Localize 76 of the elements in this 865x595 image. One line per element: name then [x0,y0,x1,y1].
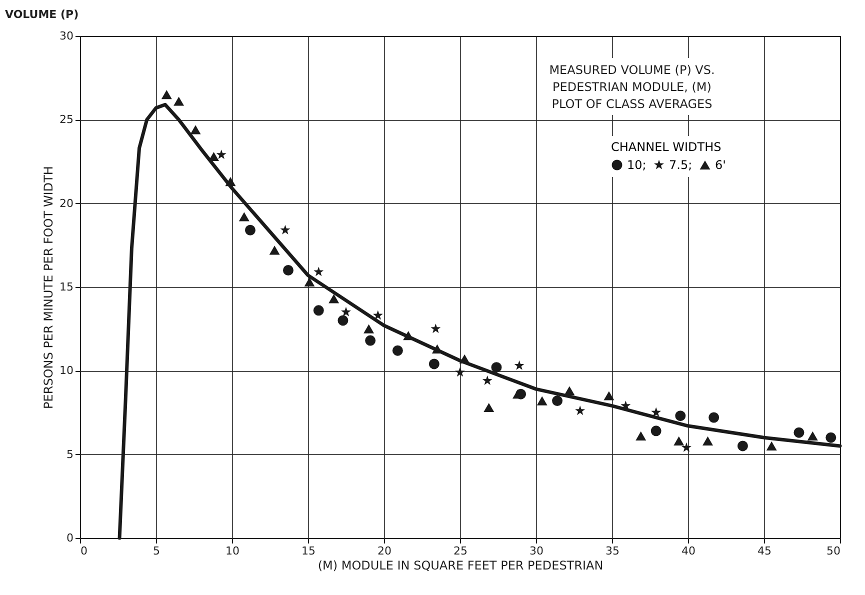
point [190,125,201,134]
x-tick-label: 25 [454,544,468,558]
point [636,431,646,440]
point [313,305,324,316]
point [807,431,818,440]
point [675,410,686,422]
point [314,266,324,276]
y-tick-label: 0 [66,532,74,544]
point [484,402,494,412]
legend-label: 6' [715,158,726,172]
point [269,246,280,255]
point [238,212,250,222]
point [826,432,836,443]
point [604,391,614,400]
point [244,224,256,236]
y-axis-title: PERSONS PER MINUTE PER FOOT WIDTH [42,166,56,409]
point [482,375,492,385]
point [341,306,351,316]
point [650,426,662,436]
point [702,436,714,446]
point [536,396,548,406]
y-tick-label: 10 [60,364,74,378]
point [216,150,226,160]
x-tick-label: 10 [226,544,240,558]
point [392,345,403,356]
point [491,362,502,373]
x-axis-title: (M) MODULE IN SQUARE FEET PER PEDESTRIAN [318,558,604,572]
x-tick-label: 40 [682,544,696,558]
point [459,354,470,364]
point [766,441,777,451]
point [304,277,315,287]
legend-label: 7.5; [669,158,692,172]
x-tick-label: 50 [826,544,840,558]
point [455,367,465,377]
chart-title: VOLUME (P) [5,8,79,21]
y-tick-label: 25 [60,113,74,126]
point [280,224,290,234]
x-tick-label: 5 [153,544,160,558]
point [282,265,294,276]
legend-title: CHANNEL WIDTHS [611,140,722,154]
point [225,177,236,186]
point [681,442,692,452]
legend-label: 10; [627,158,646,172]
y-tick-label: 15 [60,280,74,294]
point [338,315,348,326]
point [428,358,440,370]
point [512,390,524,399]
point [552,396,563,406]
annotation: PLOT OF CLASS AVERAGES [552,97,712,111]
annotation: PEDESTRIAN MODULE, (M) [552,80,712,94]
x-tick-label: 15 [302,544,316,558]
point [794,427,804,438]
point [208,152,220,162]
annotation: MEASURED VOLUME (P) VS. [549,63,715,77]
point [651,407,662,417]
point [430,324,441,334]
y-tick-label: 30 [60,30,74,42]
point [365,335,376,346]
x-tick-label: 45 [758,544,772,558]
point [174,96,184,106]
point [674,436,684,446]
point [372,310,383,320]
point [364,324,374,334]
point [328,294,340,304]
x-tick-label: 30 [530,544,544,558]
y-tick-label: 20 [60,196,74,210]
point [564,386,575,396]
point [737,440,748,452]
point [514,360,524,370]
x-tick-label: 35 [606,544,620,558]
point [708,412,720,423]
point [575,406,586,416]
x-tick-label: 20 [378,544,392,558]
x-tick-label: 0 [80,544,88,558]
y-tick-label: 5 [66,448,74,461]
point [161,90,172,100]
